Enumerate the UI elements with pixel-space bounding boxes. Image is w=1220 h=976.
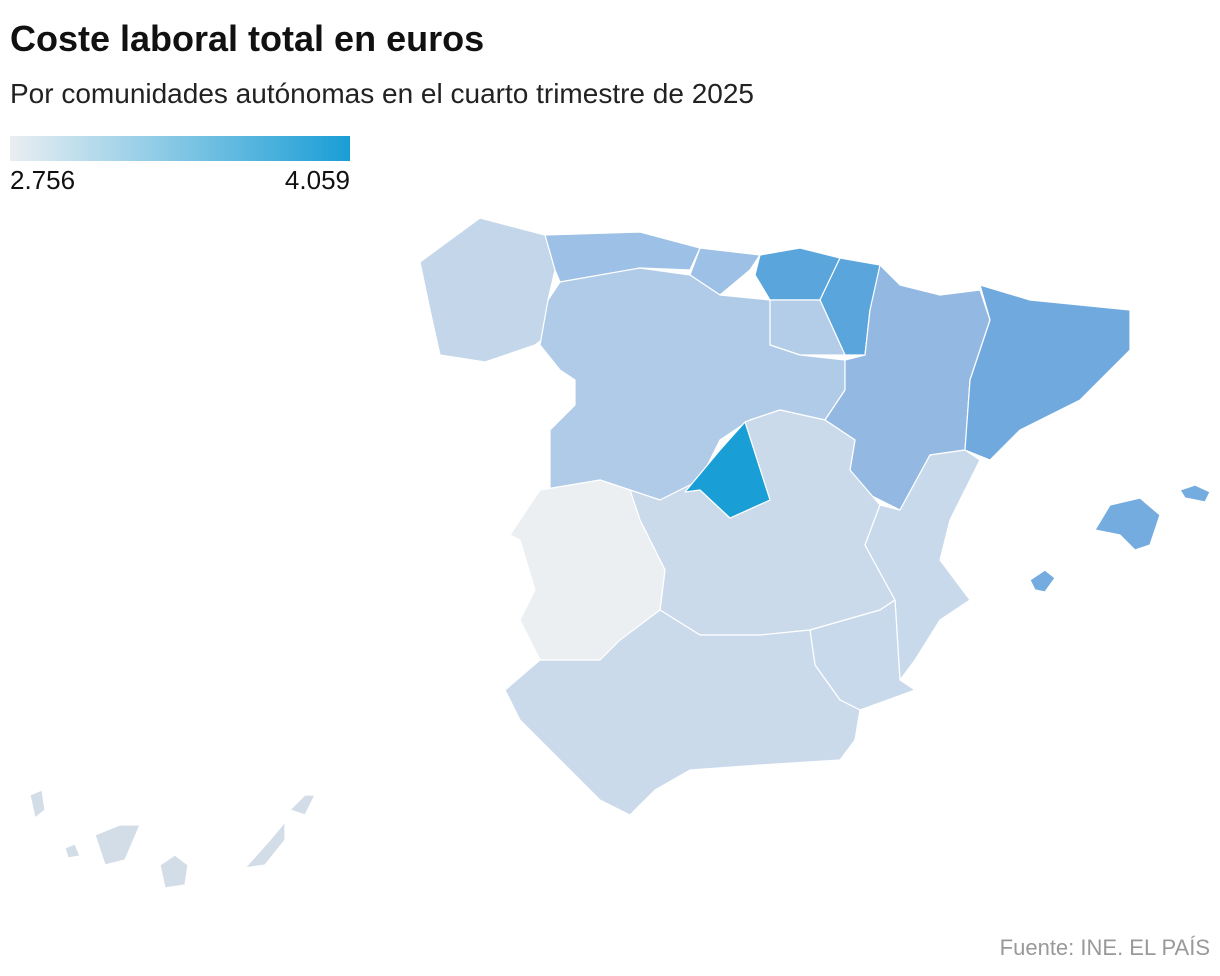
region (1029, 569, 1056, 593)
scale-label: 2.756 (10, 165, 75, 195)
scale-ticks: 2.756 4.059 (10, 165, 350, 195)
region (1094, 497, 1161, 551)
region (504, 609, 861, 816)
source: Fuente: INE. EL PAÍS (1000, 935, 1210, 960)
region (964, 284, 1131, 461)
region (544, 231, 701, 283)
region (244, 821, 286, 869)
region (1179, 484, 1211, 503)
region (159, 854, 189, 889)
region (94, 824, 141, 866)
region (684, 421, 771, 519)
region (419, 217, 556, 363)
title: Coste laboral total en euros (10, 18, 484, 59)
region (539, 267, 846, 501)
subtitle: Por comunidades autónomas en el cuarto t… (10, 78, 754, 109)
color-scale (10, 136, 350, 161)
regions (29, 217, 1211, 889)
region (64, 843, 81, 859)
region (29, 789, 46, 819)
region (689, 247, 761, 296)
region (289, 794, 316, 816)
region (864, 449, 981, 681)
scale-label: 4.059 (285, 165, 350, 195)
region (824, 264, 991, 511)
